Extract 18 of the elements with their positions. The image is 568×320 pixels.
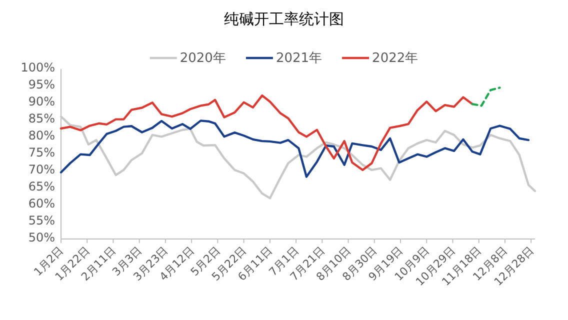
y-tick-label: 65%: [28, 180, 55, 194]
y-tick-label: 75%: [28, 146, 55, 160]
y-tick-label: 60%: [28, 196, 55, 211]
line-series: [60, 94, 474, 172]
legend-label: 2022年: [372, 51, 418, 66]
y-tick-label: 85%: [28, 112, 55, 126]
y-tick-label: 100%: [20, 60, 55, 75]
line-series: [471, 86, 501, 107]
line-series: [60, 120, 530, 178]
legend-label: 2021年: [276, 51, 322, 66]
y-tick-label: 55%: [28, 214, 55, 228]
y-tick-label: 80%: [28, 128, 55, 143]
y-tick-label: 70%: [28, 162, 55, 177]
y-tick-label: 50%: [28, 230, 55, 245]
y-tick-label: 90%: [28, 94, 55, 109]
legend-label: 2020年: [180, 51, 226, 66]
chart-title: 纯碱开工率统计图: [224, 10, 344, 28]
y-tick-label: 95%: [28, 78, 55, 92]
